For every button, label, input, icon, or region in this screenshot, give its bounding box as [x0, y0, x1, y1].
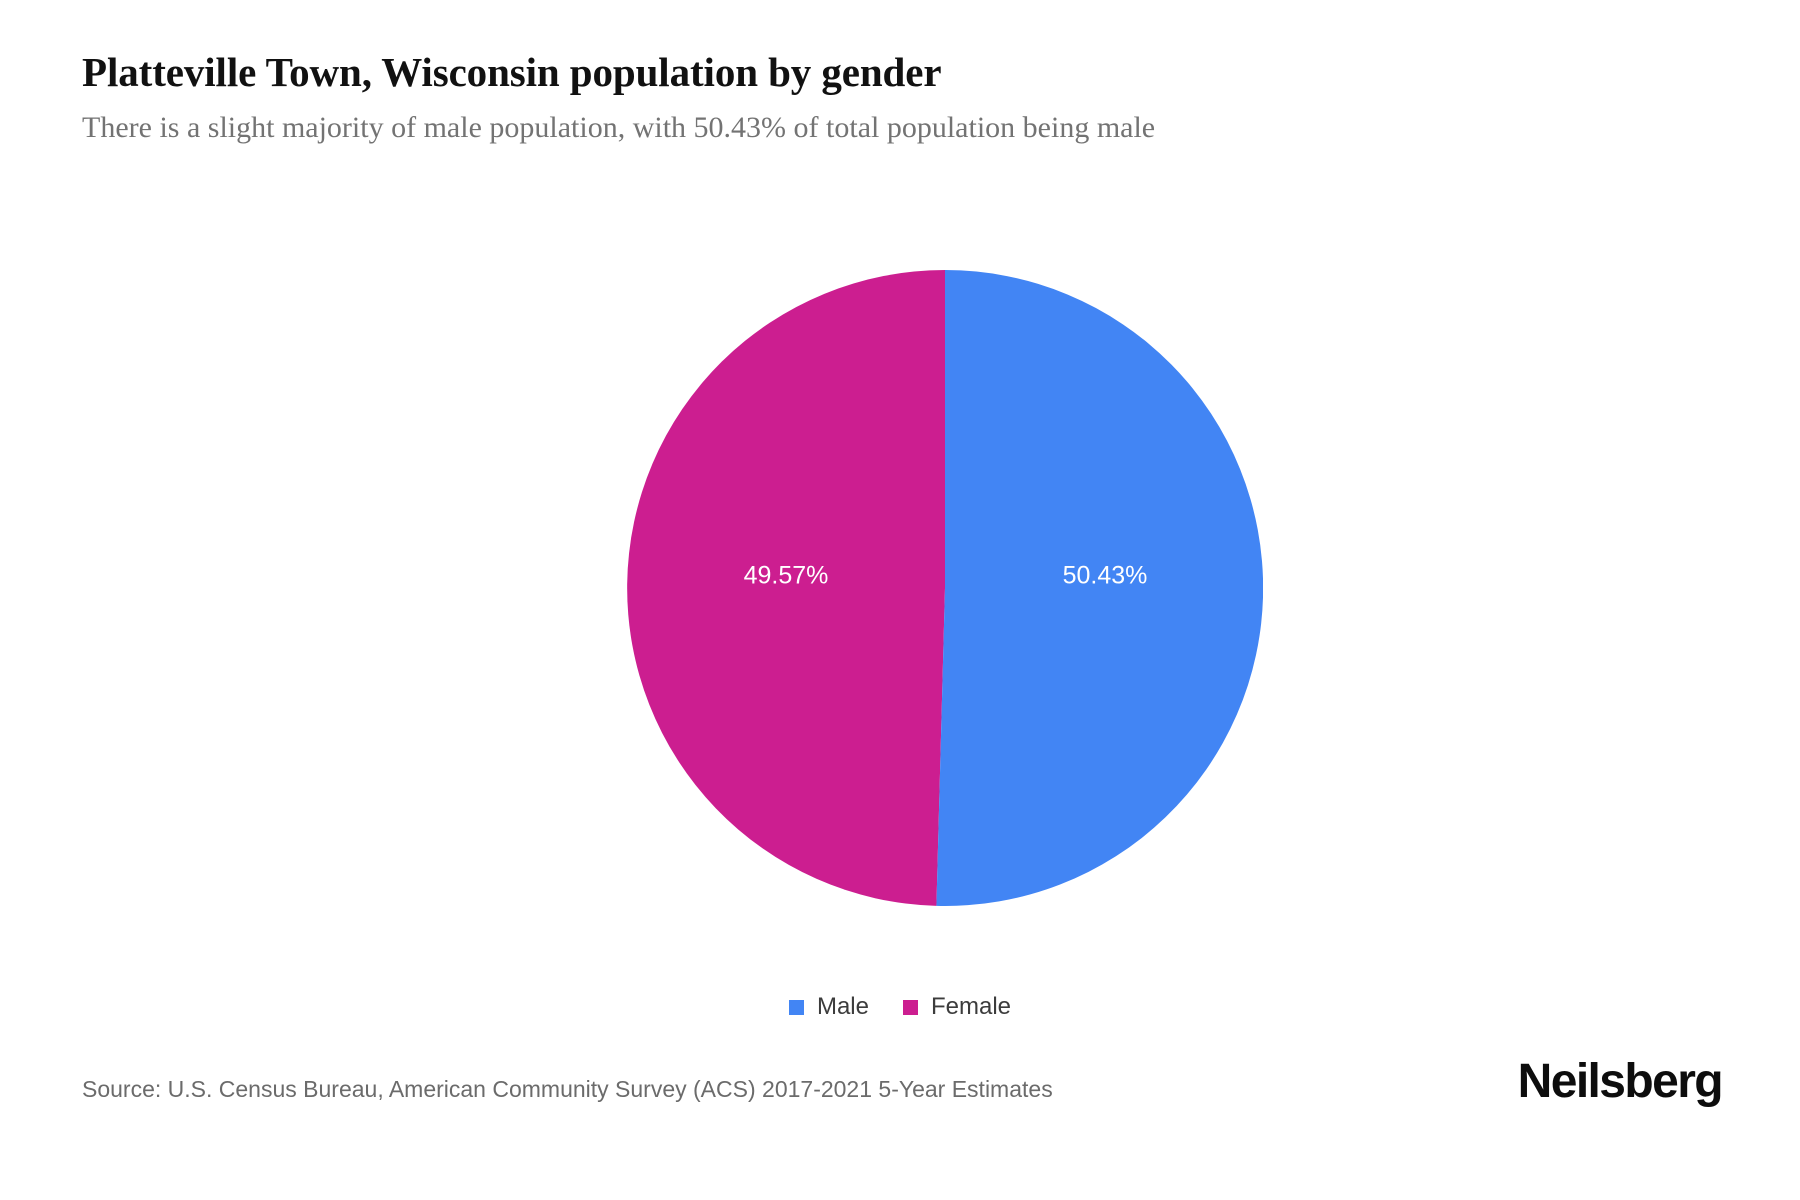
legend-item-male[interactable]: Male [788, 993, 869, 1020]
source-attribution: Source: U.S. Census Bureau, American Com… [82, 1076, 1053, 1102]
pie-slice-female[interactable] [627, 270, 945, 906]
pie-slice-label-male: 50.43% [1063, 562, 1148, 590]
pie-slice-label-female: 49.57% [744, 562, 829, 590]
brand-logo: Neilsberg [1517, 1055, 1724, 1108]
legend-item-label: Male [816, 993, 869, 1020]
page-title: Platteville Town, Wisconsin population b… [82, 49, 942, 95]
legend-item-label: Female [931, 993, 1012, 1020]
pie-slice-male[interactable] [936, 270, 1263, 906]
chart-subtitle: There is a slight majority of male popul… [82, 110, 1156, 144]
chart-legend: Male Female [0, 995, 1800, 1019]
square-swatch-icon [903, 999, 918, 1015]
chart-header: Platteville Town, Wisconsin population b… [82, 49, 1722, 146]
legend-item-female[interactable]: Female [903, 995, 1011, 1019]
square-swatch-icon [788, 999, 804, 1015]
pie-chart: 49.57% 50.43% [627, 270, 1263, 906]
